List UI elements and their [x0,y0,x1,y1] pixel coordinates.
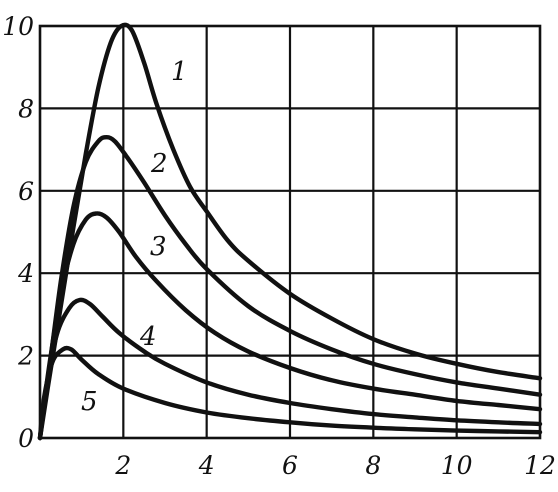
curve-2 [37,135,543,441]
y-tick-label-0: 0 [18,424,34,453]
curve-label-5: 5 [81,387,98,417]
curve-label-2: 2 [150,149,168,179]
x-tick-labels: 2 4 6 8 10 12 [114,451,556,480]
curve-label-4: 4 [139,322,157,352]
y-tick-label-8: 8 [18,94,34,123]
y-tick-label-10: 10 [2,12,34,41]
plot-frame [38,24,542,440]
curve-label-1: 1 [171,57,188,87]
x-tick-label-12: 12 [524,451,556,480]
x-tick-label-2: 2 [114,451,131,480]
grid [40,26,540,438]
x-tick-label-8: 8 [365,451,381,480]
curve-1 [37,22,543,441]
y-tick-label-4: 4 [17,259,34,288]
x-tick-label-10: 10 [441,451,473,480]
curve-5 [37,345,543,441]
y-tick-label-2: 2 [17,342,34,371]
x-tick-label-6: 6 [282,451,298,480]
y-tick-label-6: 6 [18,177,34,206]
curve-3 [37,211,543,441]
y-tick-labels: 0 2 4 6 8 10 [2,12,34,453]
curve-labels: 1 2 3 4 5 [81,57,188,417]
x-tick-label-4: 4 [198,451,215,480]
curve-4 [37,297,543,441]
curves [37,22,543,441]
curve-label-3: 3 [150,232,167,262]
